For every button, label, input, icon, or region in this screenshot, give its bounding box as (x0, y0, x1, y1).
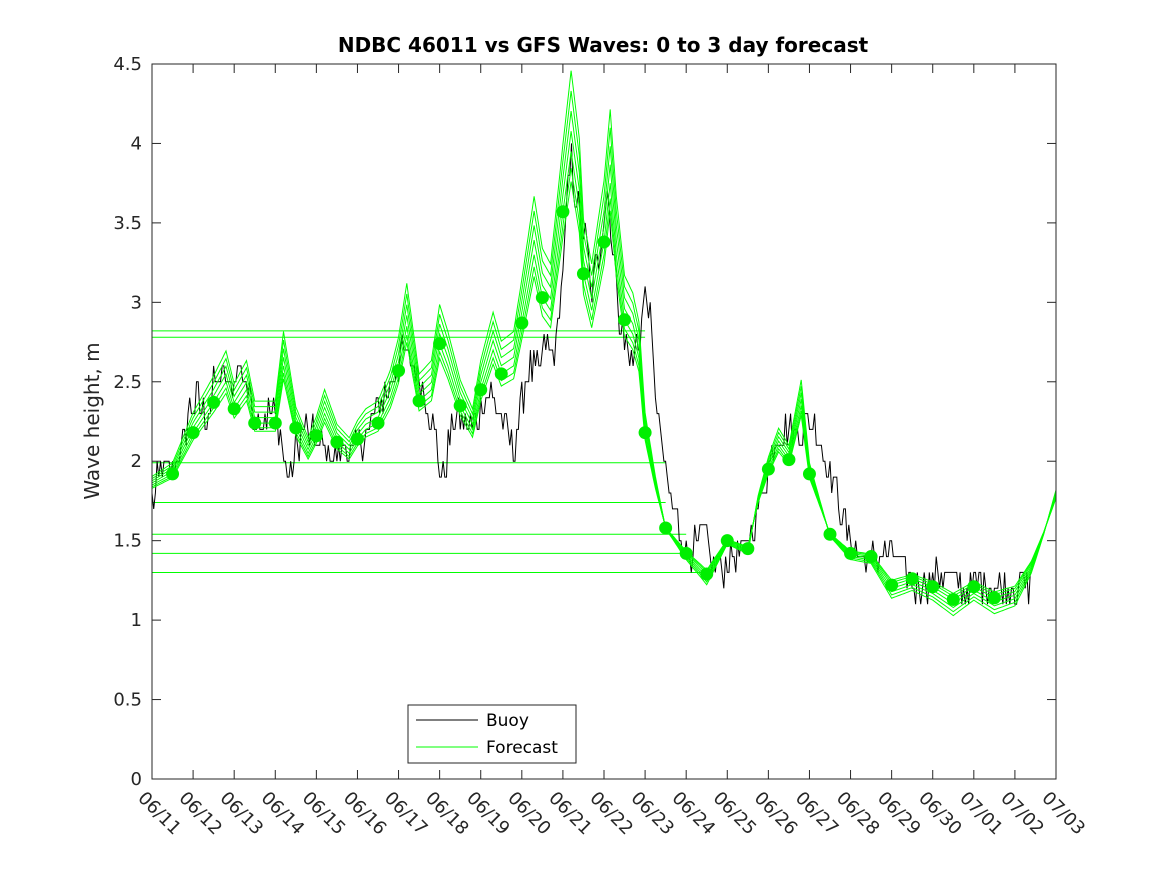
forecast-point (823, 527, 837, 541)
forecast-point (885, 578, 899, 592)
forecast-series-line (151, 168, 1057, 597)
forecast-point (474, 383, 488, 397)
forecast-point (350, 432, 364, 446)
forecast-point (248, 416, 262, 430)
forecast-point (412, 394, 426, 408)
forecast-point (494, 367, 508, 381)
forecast-point (720, 534, 734, 548)
forecast-point (207, 395, 221, 409)
forecast-point (576, 267, 590, 281)
y-tick-label: 2 (131, 451, 142, 472)
forecast-point (186, 426, 200, 440)
forecast-point (433, 337, 447, 351)
plot-area (151, 70, 1057, 617)
y-axis: 0 0.5 1 1.5 2 2.5 3 3.5 4 4.5 (113, 54, 1056, 790)
chart-title: NDBC 46011 vs GFS Waves: 0 to 3 day fore… (338, 33, 869, 57)
forecast-point (844, 546, 858, 560)
y-tick-label: 4 (131, 133, 142, 154)
forecast-point (618, 313, 632, 327)
forecast-point (926, 580, 940, 594)
forecast-point (392, 364, 406, 378)
forecast-point (371, 416, 385, 430)
forecast-series-line (151, 111, 1057, 609)
y-tick-label: 1 (131, 610, 142, 631)
y-tick-label: 3.5 (113, 213, 142, 234)
forecast-point (946, 592, 960, 606)
legend: Buoy Forecast (407, 704, 577, 764)
forecast-point (535, 291, 549, 305)
y-tick-label: 4.5 (113, 54, 142, 75)
forecast-point (679, 546, 693, 560)
forecast-point (967, 580, 981, 594)
legend-label-forecast: Forecast (486, 738, 558, 758)
forecast-series-line (151, 181, 1057, 594)
forecast-point (741, 542, 755, 556)
forecast-point (659, 521, 673, 535)
y-tick-label: 0.5 (113, 690, 142, 711)
forecast-series-line (151, 131, 1057, 605)
forecast-point (782, 453, 796, 467)
forecast-point (515, 316, 529, 330)
forecast-point (330, 435, 344, 449)
forecast-point (453, 399, 467, 413)
forecast-series-line (151, 90, 1057, 613)
forecast-point (987, 591, 1001, 605)
forecast-point (289, 421, 303, 435)
forecast-series-line (151, 70, 1057, 617)
y-tick-label: 3 (131, 292, 142, 313)
forecast-point (268, 416, 282, 430)
forecast-point (556, 205, 570, 219)
forecast-point (864, 550, 878, 564)
forecast-point (761, 462, 775, 476)
legend-label-buoy: Buoy (486, 711, 529, 731)
forecast-point (905, 572, 919, 586)
forecast-point (166, 467, 180, 481)
forecast-point (638, 426, 652, 440)
forecast-points (166, 205, 1001, 606)
forecast-point (700, 567, 714, 581)
legend-box (407, 704, 577, 764)
y-tick-label: 0 (131, 769, 142, 790)
forecast-point (227, 402, 241, 416)
forecast-point (802, 467, 816, 481)
y-axis-label: Wave height, m (80, 342, 104, 499)
forecast-point (597, 235, 611, 249)
y-tick-label: 2.5 (113, 372, 142, 393)
forecast-point (309, 429, 323, 443)
y-tick-label: 1.5 (113, 531, 142, 552)
